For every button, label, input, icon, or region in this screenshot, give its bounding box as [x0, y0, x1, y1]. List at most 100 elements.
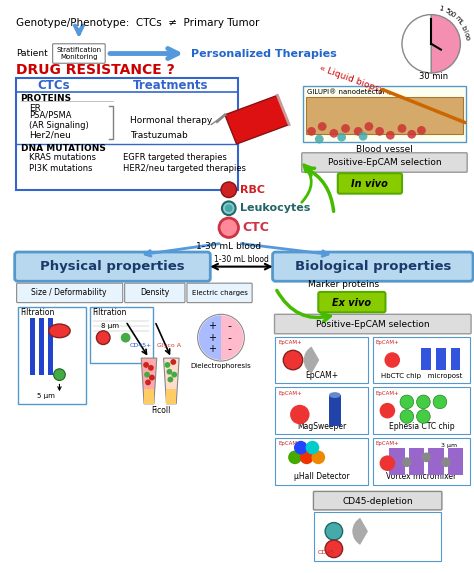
Wedge shape: [402, 14, 431, 73]
Circle shape: [221, 182, 237, 198]
Bar: [451, 348, 460, 370]
Text: EpCAM+: EpCAM+: [278, 391, 302, 395]
Text: PROTEINS: PROTEINS: [20, 94, 72, 103]
Text: Positive-EpCAM selection: Positive-EpCAM selection: [328, 158, 441, 167]
FancyBboxPatch shape: [125, 283, 185, 303]
Text: b: b: [460, 25, 467, 31]
Text: Personalized Therapies: Personalized Therapies: [191, 49, 337, 58]
Circle shape: [325, 523, 343, 540]
FancyBboxPatch shape: [273, 252, 473, 281]
FancyBboxPatch shape: [275, 438, 368, 485]
FancyBboxPatch shape: [373, 337, 470, 383]
Text: Treatments: Treatments: [132, 79, 208, 92]
Circle shape: [311, 450, 325, 464]
Circle shape: [54, 369, 65, 380]
Text: o: o: [463, 32, 469, 37]
Circle shape: [288, 450, 302, 464]
FancyBboxPatch shape: [303, 85, 466, 142]
Text: l: l: [462, 29, 468, 33]
Text: EpCAM+: EpCAM+: [376, 391, 400, 395]
Circle shape: [375, 127, 384, 136]
Circle shape: [300, 450, 313, 464]
FancyBboxPatch shape: [17, 283, 123, 303]
Text: Leukocytes: Leukocytes: [240, 203, 311, 213]
Text: Filtration: Filtration: [92, 308, 127, 317]
Bar: [30, 318, 35, 375]
Circle shape: [365, 122, 374, 131]
Text: -: -: [228, 344, 232, 354]
Circle shape: [306, 441, 319, 454]
Circle shape: [417, 410, 430, 423]
Text: Ephesia CTC chip: Ephesia CTC chip: [389, 422, 454, 431]
Text: CTCs: CTCs: [37, 79, 70, 92]
FancyArrowPatch shape: [306, 168, 334, 211]
Circle shape: [402, 457, 412, 467]
Ellipse shape: [329, 392, 341, 398]
Bar: [436, 348, 446, 370]
Text: GILUPI® nanodetector: GILUPI® nanodetector: [307, 89, 385, 96]
Circle shape: [294, 441, 308, 454]
FancyBboxPatch shape: [90, 307, 153, 363]
FancyBboxPatch shape: [275, 387, 368, 434]
Polygon shape: [225, 95, 289, 144]
Circle shape: [219, 218, 238, 237]
Text: CD45: CD45: [318, 550, 335, 555]
Text: 1-30 mL blood: 1-30 mL blood: [214, 256, 269, 264]
FancyBboxPatch shape: [53, 44, 105, 63]
FancyBboxPatch shape: [187, 283, 252, 303]
FancyBboxPatch shape: [275, 337, 368, 383]
Text: Biological properties: Biological properties: [295, 260, 451, 273]
Text: Marker proteins: Marker proteins: [308, 280, 379, 289]
Text: Blood vessel: Blood vessel: [356, 146, 413, 154]
Circle shape: [222, 202, 236, 215]
Bar: [421, 348, 431, 370]
Circle shape: [354, 127, 363, 136]
FancyBboxPatch shape: [313, 492, 442, 510]
Text: 8 µm: 8 µm: [101, 323, 119, 329]
Text: Hormonal therapy: Hormonal therapy: [130, 116, 213, 125]
Text: 0: 0: [449, 11, 456, 19]
Circle shape: [407, 130, 416, 139]
Text: Positive-EpCAM selection: Positive-EpCAM selection: [316, 320, 429, 328]
Circle shape: [307, 127, 316, 136]
Wedge shape: [352, 518, 368, 545]
Circle shape: [170, 359, 176, 365]
Polygon shape: [144, 389, 154, 404]
Text: 30 min: 30 min: [419, 72, 447, 81]
Circle shape: [417, 126, 426, 135]
Circle shape: [384, 352, 400, 368]
Circle shape: [359, 132, 367, 140]
Polygon shape: [166, 389, 176, 404]
Text: Electric charges: Electric charges: [192, 290, 248, 296]
Circle shape: [315, 135, 324, 143]
Bar: [409, 448, 424, 475]
Wedge shape: [431, 14, 460, 73]
Circle shape: [337, 133, 346, 142]
Text: EpCAM+: EpCAM+: [278, 340, 302, 345]
Text: « Liquid biopsy »: « Liquid biopsy »: [220, 105, 292, 138]
Text: -: -: [228, 321, 232, 331]
Text: Genotype/Phenotype:  CTCs  ≠  Primary Tumor: Genotype/Phenotype: CTCs ≠ Primary Tumor: [16, 18, 259, 28]
Circle shape: [96, 331, 110, 344]
Circle shape: [318, 122, 327, 131]
Bar: [48, 318, 53, 375]
Text: PSA/PSMA
(AR Signaling): PSA/PSMA (AR Signaling): [29, 111, 89, 131]
Text: μHall Detector: μHall Detector: [294, 472, 349, 481]
Text: 5: 5: [444, 7, 450, 15]
Text: L: L: [456, 19, 464, 25]
Text: HER2/neu targeted therapies: HER2/neu targeted therapies: [123, 164, 246, 173]
FancyBboxPatch shape: [15, 252, 210, 281]
FancyBboxPatch shape: [373, 438, 470, 485]
Text: KRAS mutations: KRAS mutations: [29, 153, 96, 162]
Text: -: -: [228, 333, 232, 343]
Text: Stratification
Monitoring: Stratification Monitoring: [56, 47, 101, 60]
Text: « Liquid biopsy »: « Liquid biopsy »: [318, 64, 393, 98]
Circle shape: [380, 456, 395, 471]
Wedge shape: [221, 315, 243, 360]
Text: EpCAM+: EpCAM+: [278, 441, 302, 446]
FancyBboxPatch shape: [274, 315, 471, 334]
Text: RBC: RBC: [240, 185, 265, 195]
Circle shape: [225, 205, 233, 212]
Text: HbCTC chip   micropost: HbCTC chip micropost: [381, 372, 462, 379]
Circle shape: [290, 405, 310, 424]
